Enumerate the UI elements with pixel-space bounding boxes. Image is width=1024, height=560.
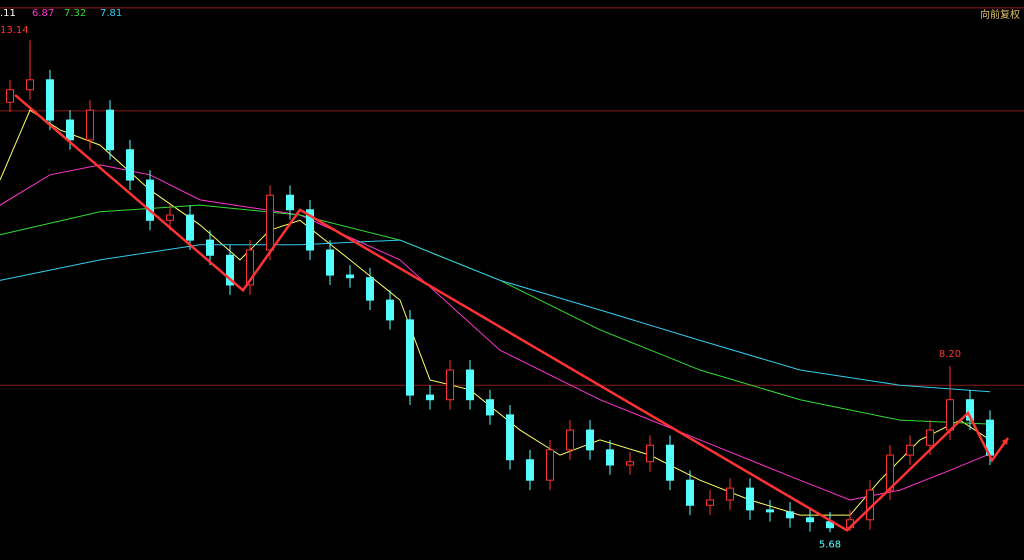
candle-body — [786, 511, 794, 519]
candle-body — [946, 399, 954, 431]
candle-body — [646, 444, 654, 463]
ma-legend: .11 — [0, 8, 16, 19]
candle-body — [366, 277, 374, 301]
candle-body — [126, 149, 134, 181]
candle-body — [706, 499, 714, 506]
candle-body — [926, 429, 934, 446]
extreme-label: 8.20 — [939, 349, 961, 360]
ma-legend: 6.87 — [32, 8, 54, 19]
candle-body — [66, 119, 74, 141]
ma-legend: 7.81 — [100, 8, 122, 19]
candle-body — [446, 369, 454, 401]
candle-body — [186, 214, 194, 241]
candle-body — [346, 274, 354, 279]
candle-body — [46, 79, 54, 121]
candle-body — [626, 461, 634, 466]
candle-body — [486, 399, 494, 416]
extreme-label: 13.14 — [0, 25, 29, 36]
candle-body — [286, 194, 294, 211]
trend-arrowhead — [1001, 437, 1008, 445]
candle-body — [686, 479, 694, 506]
candle-body — [726, 487, 734, 501]
adjust-label[interactable]: 向前复权 — [980, 8, 1020, 21]
candle-body — [606, 449, 614, 466]
candle-body — [906, 444, 914, 456]
candle-body — [106, 109, 114, 151]
extreme-label: 5.68 — [819, 539, 841, 550]
candle-body — [206, 239, 214, 256]
candle-body — [426, 394, 434, 401]
candle-body — [246, 249, 254, 286]
candle-body — [546, 449, 554, 481]
moving-average — [0, 239, 991, 393]
candle-body — [766, 509, 774, 513]
candle-body — [466, 369, 474, 401]
candle-body — [746, 487, 754, 511]
candle-body — [166, 214, 174, 221]
candle-body — [226, 254, 234, 286]
candle-body — [266, 194, 274, 251]
candle-body — [506, 414, 514, 461]
candle-body — [326, 249, 334, 276]
candle-body — [146, 179, 154, 221]
ma-legend: 7.32 — [64, 8, 86, 19]
candle-body — [806, 517, 814, 523]
candle-body — [526, 459, 534, 481]
candle-body — [666, 444, 674, 481]
candle-body — [86, 109, 94, 141]
candle-body — [6, 89, 14, 103]
candle-body — [386, 299, 394, 321]
candle-body — [966, 399, 974, 421]
candle-body — [26, 79, 34, 91]
candle-body — [566, 429, 574, 451]
candle-body — [586, 429, 594, 451]
candle-body — [306, 209, 314, 251]
candle-body — [406, 319, 414, 396]
trend-zigzag — [14, 94, 1010, 532]
